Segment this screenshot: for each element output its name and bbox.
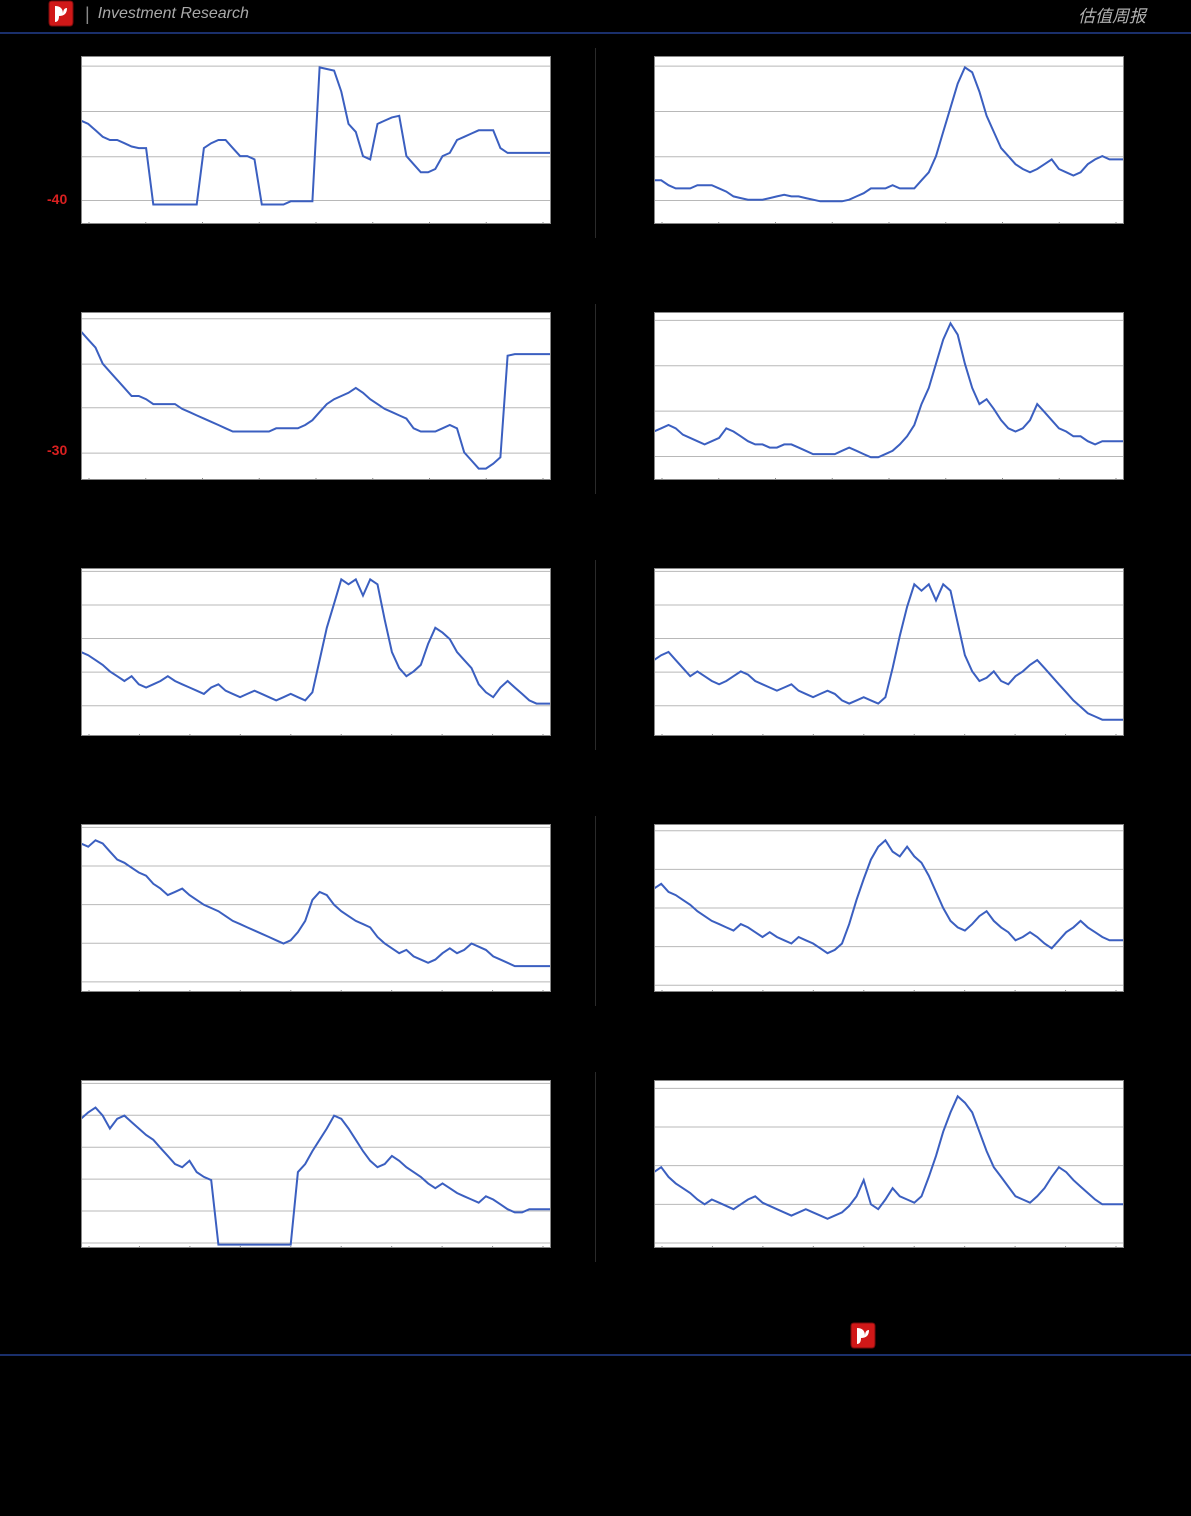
footer-logo-icon [847,1322,879,1350]
chart-r5c1 [45,1072,596,1262]
page-header: | Investment Research 估值周报 [0,0,1191,34]
chart-r3c1 [45,560,596,750]
chart-r4c1 [45,816,596,1006]
chart-r5c1-area [81,1080,551,1248]
chart-r4c2 [596,816,1147,1006]
chart-r2c1-ylabel: -30 [47,442,67,458]
chart-r1c1-area [81,56,551,224]
header-separator: | [85,4,90,25]
chart-r2c1: -30 [45,304,596,494]
chart-r3c1-area [81,568,551,736]
chart-r3c2-area [654,568,1124,736]
header-right-text: 估值周报 [1078,2,1146,27]
footer-logo-group [847,1322,879,1350]
chart-r3c2 [596,560,1147,750]
chart-r2c1-area [81,312,551,480]
chart-r2c2 [596,304,1147,494]
chart-r1c1: -40 [45,48,596,238]
chart-r1c2 [596,48,1147,238]
chart-r4c2-area [654,824,1124,992]
brand-logo-icon [45,0,77,28]
chart-r5c2-area [654,1080,1124,1248]
chart-grid: -40 -30 [0,34,1191,1262]
page-footer [0,1302,1191,1356]
header-left-text: Investment Research [98,5,249,23]
chart-r5c2 [596,1072,1147,1262]
header-left-group: | Investment Research [45,0,249,28]
chart-r4c1-area [81,824,551,992]
chart-r1c1-ylabel: -40 [47,191,67,207]
chart-r1c2-area [654,56,1124,224]
chart-r2c2-area [654,312,1124,480]
